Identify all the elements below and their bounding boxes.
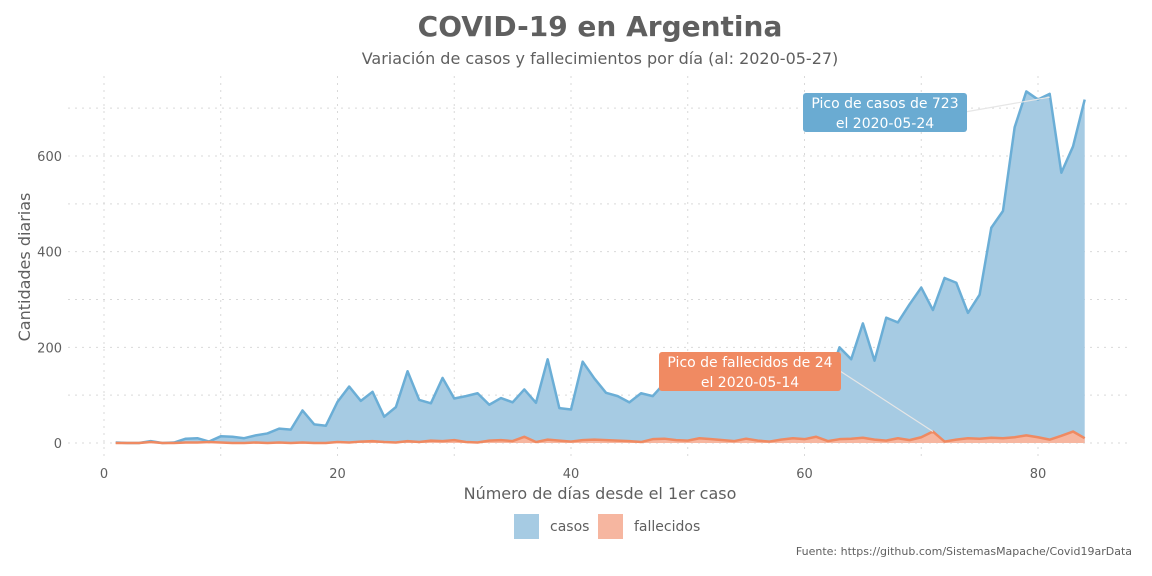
legend-label-fallecidos: fallecidos	[634, 519, 700, 535]
caption: Fuente: https://github.com/SistemasMapac…	[796, 545, 1132, 558]
y-tick-label: 600	[37, 150, 62, 165]
x-tick-label: 80	[1030, 467, 1047, 482]
x-tick-label: 60	[796, 467, 813, 482]
area-casos	[115, 91, 1085, 444]
annotation-box	[659, 352, 841, 391]
plot-areas	[115, 91, 1085, 444]
x-tick-label: 40	[563, 467, 580, 482]
annotation-leader	[839, 370, 934, 433]
line-casos	[115, 90, 1086, 445]
legend: casos fallecidos	[514, 514, 700, 539]
y-axis-title: Cantidades diarias	[15, 193, 34, 342]
annotations: Pico de casos de 723 el 2020-05-24 Pico de…	[659, 93, 1050, 433]
y-tick-label: 400	[37, 246, 62, 261]
annotation-leader	[964, 96, 1050, 113]
x-tick-label: 0	[100, 467, 108, 482]
annotation-box	[803, 93, 967, 132]
annotation-line2: el 2020-05-14	[701, 375, 799, 391]
annotation-line1: Pico de fallecidos de 24	[667, 355, 832, 371]
legend-key-casos	[514, 514, 539, 539]
legend-label-casos: casos	[550, 519, 589, 535]
plot-lines	[115, 90, 1086, 445]
annotation-line1: Pico de casos de 723	[811, 96, 958, 112]
y-tick-label: 200	[37, 341, 62, 356]
chart-subtitle: Variación de casos y fallecimientos por …	[362, 49, 839, 68]
line-fallecidos	[115, 430, 1086, 445]
legend-key-fallecidos	[598, 514, 623, 539]
x-axis-title: Número de días desde el 1er caso	[464, 484, 737, 503]
chart-title: COVID-19 en Argentina	[418, 10, 783, 43]
y-tick-label: 0	[54, 437, 62, 452]
x-axis: 0 20 40 60 80	[100, 467, 1046, 482]
y-axis: 0 200 400 600	[37, 150, 62, 452]
annotation-line2: el 2020-05-24	[836, 116, 934, 132]
x-tick-label: 20	[329, 467, 346, 482]
